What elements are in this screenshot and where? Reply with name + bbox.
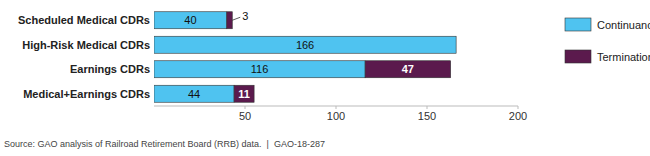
data-label: 47: [402, 63, 414, 75]
bar-segment: [154, 36, 456, 53]
x-tick: [245, 106, 246, 109]
data-label: 44: [188, 88, 200, 100]
bar-segment: [234, 85, 254, 102]
x-tick-label: 200: [509, 110, 527, 122]
legend: Continuance Termination: [565, 18, 650, 63]
bar-segment: [154, 85, 234, 102]
data-label: 116: [251, 63, 269, 75]
data-labels: 40 3 166 116 47 44 11: [184, 10, 414, 100]
legend-label: Continuance: [597, 19, 650, 31]
data-label: 3: [242, 10, 248, 22]
category-label: Earnings CDRs: [70, 63, 150, 75]
label-leader: [232, 17, 240, 20]
x-tick-label: 50: [239, 110, 251, 122]
data-label: 11: [238, 88, 250, 100]
bar-segment: [227, 12, 232, 29]
source-note: Source: GAO analysis of Railroad Retirem…: [4, 139, 325, 149]
x-tick-label: 100: [327, 110, 345, 122]
x-tick: [427, 106, 428, 109]
bars: [154, 12, 456, 103]
bar-segment: [154, 61, 365, 78]
x-tick: [336, 106, 337, 109]
x-tick-label: 150: [418, 110, 436, 122]
legend-swatch: [565, 50, 591, 63]
chart-svg: 50 100 150 200 Scheduled Medical CDRs High-Ri…: [0, 0, 650, 156]
category-label: Medical+Earnings CDRs: [23, 88, 150, 100]
legend-label: Termination: [597, 51, 650, 63]
chart-container: 50 100 150 200 Scheduled Medical CDRs High-Ri…: [0, 0, 650, 156]
bar-segment: [365, 61, 451, 78]
data-label: 40: [184, 14, 196, 26]
category-label: High-Risk Medical CDRs: [22, 39, 150, 51]
x-tick: [518, 106, 519, 109]
data-label: 166: [296, 39, 314, 51]
category-label: Scheduled Medical CDRs: [18, 14, 150, 26]
bar-segment: [154, 12, 227, 29]
legend-swatch: [565, 18, 591, 31]
